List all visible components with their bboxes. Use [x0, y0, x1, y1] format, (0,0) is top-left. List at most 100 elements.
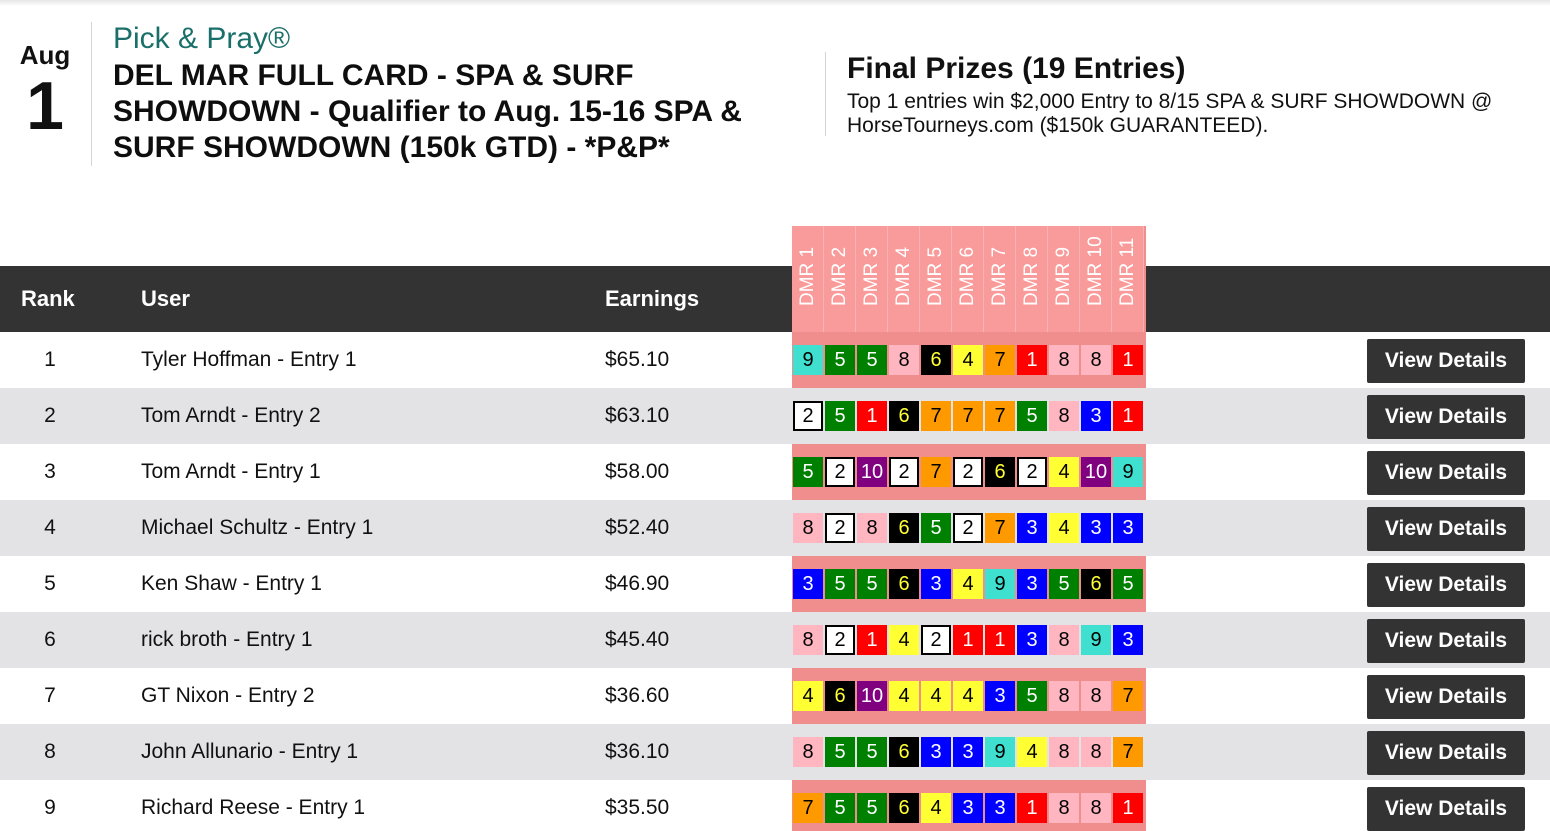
- table-row: 3 Tom Arndt - Entry 1 $58.00 5 2 10 2 7 2 6 2 4 10 9 V…: [0, 444, 1550, 500]
- pick-badge: 2: [825, 625, 855, 655]
- pick-badge: 6: [889, 401, 919, 431]
- pick-badge: 6: [1081, 569, 1111, 599]
- view-details-button[interactable]: View Details: [1367, 731, 1525, 775]
- view-details-button[interactable]: View Details: [1367, 395, 1525, 439]
- pick-badge: 7: [921, 401, 951, 431]
- header-earnings: Earnings: [605, 286, 700, 311]
- earnings-cell: $36.10: [605, 740, 670, 763]
- rank-cell: 4: [44, 516, 56, 539]
- pick-badge: 1: [1113, 401, 1143, 431]
- user-cell: Ken Shaw - Entry 1: [141, 572, 322, 595]
- pick-badge: 4: [921, 793, 951, 823]
- pick-badge: 2: [825, 513, 855, 543]
- pick-badge: 1: [1017, 793, 1047, 823]
- pick-badge: 4: [793, 681, 823, 711]
- race-header-label: DMR 7: [988, 246, 1010, 306]
- pick-badge: 8: [1049, 681, 1079, 711]
- pick-badge: 4: [953, 569, 983, 599]
- pick-badge: 1: [1113, 793, 1143, 823]
- top-shadow: [0, 0, 1550, 6]
- view-details-button[interactable]: View Details: [1367, 451, 1525, 495]
- rank-cell: 1: [44, 348, 56, 371]
- race-header: DMR 4: [888, 226, 920, 332]
- race-header: DMR 6: [952, 226, 984, 332]
- pick-badge: 3: [1081, 401, 1111, 431]
- pick-badge: 5: [825, 737, 855, 767]
- race-header: DMR 10: [1080, 226, 1112, 332]
- pick-badge: 6: [889, 569, 919, 599]
- pick-badge: 5: [921, 513, 951, 543]
- pick-badge: 3: [1113, 513, 1143, 543]
- pick-badge: 8: [1049, 793, 1079, 823]
- view-details-button[interactable]: View Details: [1367, 507, 1525, 551]
- pick-badge: 3: [921, 569, 951, 599]
- pick-badge: 2: [793, 401, 823, 431]
- pick-badge: 2: [889, 457, 919, 487]
- header-rank: Rank: [21, 286, 75, 311]
- pick-badge: 5: [825, 793, 855, 823]
- pick-badge: 8: [1081, 681, 1111, 711]
- pick-badge: 1: [857, 625, 887, 655]
- pick-badge: 4: [1049, 457, 1079, 487]
- pick-badge: 3: [1113, 625, 1143, 655]
- user-cell: Richard Reese - Entry 1: [141, 796, 366, 819]
- user-cell: rick broth - Entry 1: [141, 628, 313, 651]
- view-details-button[interactable]: View Details: [1367, 675, 1525, 719]
- race-header-label: DMR 9: [1052, 246, 1074, 306]
- user-cell: Tyler Hoffman - Entry 1: [141, 348, 357, 371]
- event-month: Aug: [19, 40, 71, 70]
- pick-badge: 9: [1113, 457, 1143, 487]
- pick-badge: 3: [1081, 513, 1111, 543]
- pick-badge: 9: [793, 345, 823, 375]
- race-header: DMR 9: [1048, 226, 1080, 332]
- table-row: 6 rick broth - Entry 1 $45.40 8 2 1 4 2 1 1 3 8 9 3 Vi…: [0, 612, 1550, 668]
- pick-badge: 1: [857, 401, 887, 431]
- race-header: DMR 2: [824, 226, 856, 332]
- race-header: DMR 1: [792, 226, 824, 332]
- race-header-label: DMR 1: [796, 246, 818, 306]
- pick-badge: 1: [1113, 345, 1143, 375]
- pick-badge: 5: [1017, 681, 1047, 711]
- pick-badge: 1: [953, 625, 983, 655]
- table-row: 9 Richard Reese - Entry 1 $35.50 7 5 5 6 4 3 3 1 8 8…: [0, 780, 1550, 831]
- pick-badge: 3: [985, 681, 1015, 711]
- earnings-cell: $36.60: [605, 684, 670, 707]
- race-header: DMR 3: [856, 226, 888, 332]
- pick-badge: 4: [953, 681, 983, 711]
- pick-badge: 8: [1049, 401, 1079, 431]
- pick-badge: 8: [1081, 345, 1111, 375]
- user-cell: GT Nixon - Entry 2: [141, 684, 315, 707]
- pick-badge: 9: [1081, 625, 1111, 655]
- view-details-button[interactable]: View Details: [1367, 339, 1525, 383]
- pick-badge: 2: [921, 625, 951, 655]
- pick-badge: 3: [953, 793, 983, 823]
- pick-badge: 3: [985, 793, 1015, 823]
- pick-badge: 10: [1081, 457, 1111, 487]
- picks-strip: 4 6 10 4 4 4 3 5 8 8 7: [792, 668, 1146, 724]
- pick-badge: 3: [1017, 625, 1047, 655]
- view-details-button[interactable]: View Details: [1367, 787, 1525, 831]
- pick-badge: 3: [1017, 513, 1047, 543]
- user-cell: Tom Arndt - Entry 1: [141, 460, 321, 483]
- table-row: 7 GT Nixon - Entry 2 $36.60 4 6 10 4 4 4 3 5 8 8 7 Vie…: [0, 668, 1550, 724]
- pick-badge: 6: [889, 793, 919, 823]
- earnings-cell: $65.10: [605, 348, 670, 371]
- pick-badge: 8: [1049, 625, 1079, 655]
- pick-badge: 5: [857, 569, 887, 599]
- view-details-button[interactable]: View Details: [1367, 563, 1525, 607]
- rank-cell: 2: [44, 404, 56, 427]
- race-header: DMR 7: [984, 226, 1016, 332]
- view-details-button[interactable]: View Details: [1367, 619, 1525, 663]
- pick-badge: 7: [985, 401, 1015, 431]
- race-header: DMR 8: [1016, 226, 1048, 332]
- picks-strip: 5 2 10 2 7 2 6 2 4 10 9: [792, 444, 1146, 500]
- header-user: User: [141, 286, 190, 311]
- user-cell: John Allunario - Entry 1: [141, 740, 359, 763]
- earnings-cell: $52.40: [605, 516, 670, 539]
- pick-badge: 8: [1081, 793, 1111, 823]
- prizes-description: Top 1 entries win $2,000 Entry to 8/15 S…: [847, 90, 1493, 137]
- pick-badge: 7: [921, 457, 951, 487]
